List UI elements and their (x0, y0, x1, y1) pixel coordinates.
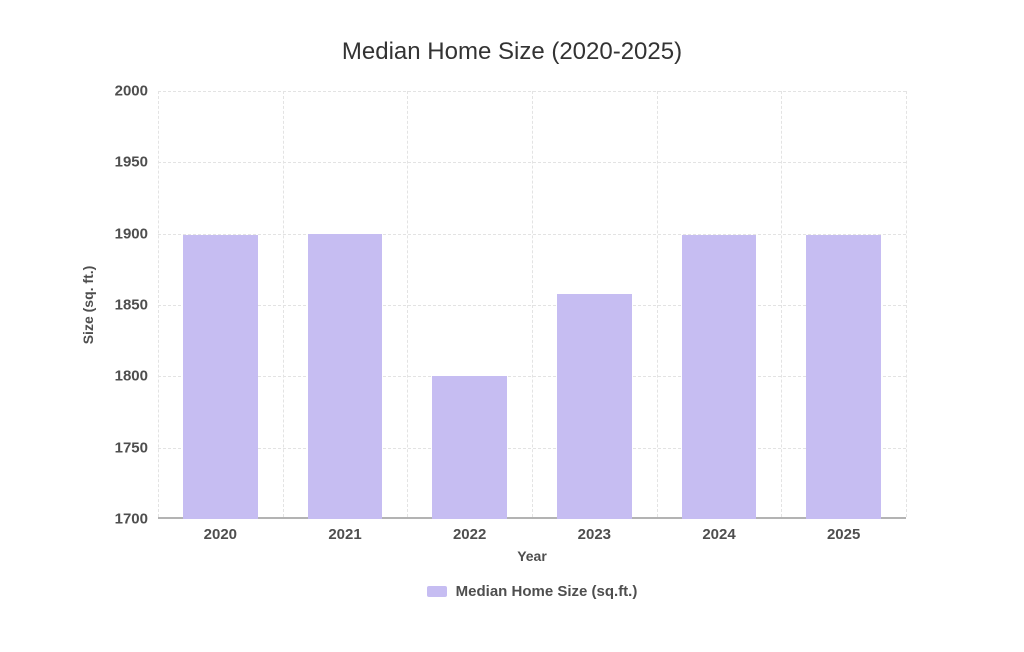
x-tick-label: 2021 (328, 526, 362, 543)
x-tick-label: 2022 (452, 526, 487, 543)
legend: Median Home Size (sq.ft.) (158, 583, 906, 600)
plot-area: 1700 1750 1800 1850 1900 1950 2000 2020 2021 2022… (115, 84, 907, 542)
x-tick-label: 2020 (203, 526, 238, 543)
y-tick-label: 1750 (114, 439, 148, 457)
legend-swatch-icon (426, 586, 447, 597)
y-tick-label: 1800 (114, 367, 148, 385)
bar-2022 (432, 376, 508, 519)
legend-label: Median Home Size (sq.ft.) (455, 583, 638, 600)
y-tick-label: 1950 (114, 153, 148, 171)
gridline (407, 91, 409, 517)
chart-title: Median Home Size (2020-2025) (341, 38, 683, 65)
gridline (906, 91, 907, 517)
y-tick-label: 1900 (114, 225, 148, 243)
bar-2024 (681, 235, 757, 519)
x-tick-label: 2024 (702, 526, 736, 543)
x-axis-title: Year (517, 548, 547, 564)
x-tick-label: 2025 (826, 526, 861, 543)
bar-2020 (182, 235, 258, 519)
y-tick-label: 2000 (114, 82, 148, 100)
y-tick-label: 1700 (114, 510, 148, 528)
gridline (656, 91, 658, 517)
gridline (158, 91, 159, 517)
gridline (282, 91, 284, 517)
y-tick-label: 1850 (114, 296, 148, 314)
gridline (532, 91, 533, 517)
x-tick-label: 2023 (577, 526, 612, 543)
bar-2023 (556, 293, 632, 519)
gridline (781, 91, 783, 517)
bar-2025 (806, 235, 882, 519)
bar-2021 (307, 233, 383, 519)
